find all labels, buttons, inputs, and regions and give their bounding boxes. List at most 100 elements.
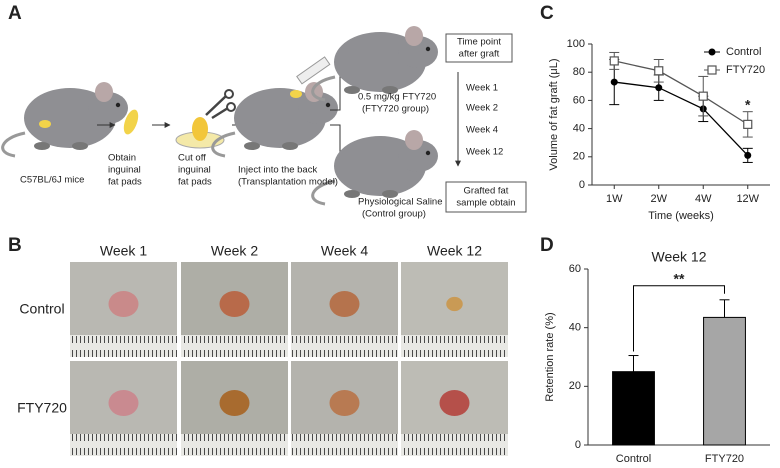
y-tick-label: 100 bbox=[567, 38, 585, 50]
photo-grid: Week 1 Week 2 Week 4 Week 12 Control FTY720 bbox=[17, 243, 508, 456]
mouse-icon bbox=[311, 24, 440, 102]
marker bbox=[744, 151, 752, 159]
fat-graft bbox=[108, 291, 139, 317]
diagram-text: Week 12 bbox=[466, 147, 503, 158]
ruler bbox=[291, 335, 398, 357]
marker bbox=[610, 78, 618, 86]
diagram-text: Week 2 bbox=[466, 103, 498, 114]
x-tick-label: 12W bbox=[736, 193, 759, 205]
significance-bracket bbox=[633, 285, 725, 352]
fat-graft bbox=[219, 291, 250, 317]
ruler bbox=[181, 434, 288, 456]
annotation: * bbox=[745, 96, 751, 112]
mouse-icon bbox=[311, 128, 440, 206]
panel-label: B bbox=[8, 235, 22, 256]
panel-label: C bbox=[540, 3, 554, 24]
diagram-text: sample obtain bbox=[456, 198, 515, 209]
x-tick-label: 4W bbox=[695, 193, 712, 205]
y-tick-label: 0 bbox=[579, 179, 585, 191]
y-tick-label: 40 bbox=[573, 123, 585, 135]
marker bbox=[743, 119, 753, 129]
diagram-text: Physiological Saline bbox=[358, 197, 443, 208]
box bbox=[445, 181, 527, 213]
legend-label: FTY720 bbox=[726, 64, 765, 76]
fat-graft bbox=[446, 296, 463, 312]
y-tick-label: 20 bbox=[569, 380, 581, 392]
chart-title: Week 12 bbox=[652, 249, 707, 265]
mouse-icon bbox=[211, 80, 340, 158]
diagram-text: (Control group) bbox=[362, 209, 426, 220]
x-tick-label: 2W bbox=[651, 193, 668, 205]
mouse-icon bbox=[1, 80, 130, 158]
ruler bbox=[70, 335, 177, 357]
ruler bbox=[401, 335, 508, 357]
diagram-text: (Transplantation model) bbox=[238, 177, 338, 188]
fat-graft bbox=[439, 390, 470, 416]
row-label: Control bbox=[19, 301, 64, 317]
diagram-text: inguinal bbox=[178, 165, 211, 176]
marker bbox=[698, 91, 708, 101]
ruler bbox=[181, 335, 288, 357]
fat-graft bbox=[219, 390, 250, 416]
charts: 0 20 40 60 80 100 1W 2W 4W 12W Volume of fat graft… bbox=[544, 38, 770, 465]
panel-label: D bbox=[540, 235, 554, 256]
x-tick-label: Control bbox=[616, 453, 651, 465]
y-tick-label: 80 bbox=[573, 66, 585, 78]
x-tick-label: FTY720 bbox=[705, 453, 744, 465]
syringe bbox=[296, 56, 331, 85]
y-axis-label: Volume of fat graft (μL) bbox=[548, 58, 560, 170]
row-label: FTY720 bbox=[17, 400, 67, 416]
diagram-text: fat pads bbox=[108, 177, 142, 188]
diagram-text: Time point bbox=[457, 37, 501, 48]
ruler bbox=[401, 434, 508, 456]
y-axis-label: Retention rate (%) bbox=[544, 312, 556, 401]
y-tick-label: 20 bbox=[573, 151, 585, 163]
y-tick-label: 60 bbox=[573, 94, 585, 106]
fat-graft bbox=[108, 390, 139, 416]
diagram-text: 0.5 mg/kg FTY720 bbox=[358, 92, 436, 103]
series-line bbox=[614, 60, 749, 125]
marker bbox=[654, 66, 664, 76]
diagram-text: Obtain bbox=[108, 153, 136, 164]
ruler bbox=[291, 434, 398, 456]
diagram-text: Week 1 bbox=[466, 83, 498, 94]
fat-pad-icon bbox=[123, 109, 139, 135]
bar bbox=[612, 371, 655, 446]
annotation: ** bbox=[674, 271, 685, 287]
series-line bbox=[614, 81, 749, 156]
diagram: C57BL/6J mice Obtain inguinal fat pads C… bbox=[1, 24, 527, 220]
fat-pad-icon bbox=[192, 117, 208, 141]
y-tick-label: 60 bbox=[569, 263, 581, 275]
y-tick-label: 40 bbox=[569, 322, 581, 334]
diagram-text: (FTY720 group) bbox=[362, 104, 429, 115]
column-label: Week 2 bbox=[211, 243, 258, 259]
ruler bbox=[70, 434, 177, 456]
marker bbox=[609, 56, 619, 66]
diagram-text: Week 4 bbox=[466, 125, 498, 136]
column-label: Week 1 bbox=[100, 243, 147, 259]
column-label: Week 12 bbox=[427, 243, 482, 259]
marker bbox=[708, 48, 716, 56]
diagram-text: fat pads bbox=[178, 177, 212, 188]
diagram-text: Inject into the back bbox=[238, 165, 317, 176]
marker bbox=[707, 65, 717, 75]
y-tick-label: 0 bbox=[575, 439, 581, 451]
x-axis-label: Time (weeks) bbox=[648, 210, 714, 222]
marker bbox=[655, 84, 663, 92]
x-tick-label: 1W bbox=[606, 193, 623, 205]
diagram-text: Grafted fat bbox=[464, 186, 509, 197]
legend-label: Control bbox=[726, 46, 761, 58]
fat-pad-icon bbox=[39, 120, 51, 128]
diagram-text: inguinal bbox=[108, 165, 141, 176]
diagram-text: after graft bbox=[459, 49, 500, 60]
panel-label: A bbox=[8, 3, 22, 24]
box bbox=[445, 33, 513, 63]
diagram-text: Cut off bbox=[178, 153, 206, 164]
scissors bbox=[205, 95, 229, 120]
fat-graft bbox=[329, 291, 360, 317]
diagram-text: C57BL/6J mice bbox=[20, 175, 84, 186]
bar bbox=[703, 316, 746, 446]
column-label: Week 4 bbox=[321, 243, 368, 259]
fat-graft bbox=[329, 390, 360, 416]
